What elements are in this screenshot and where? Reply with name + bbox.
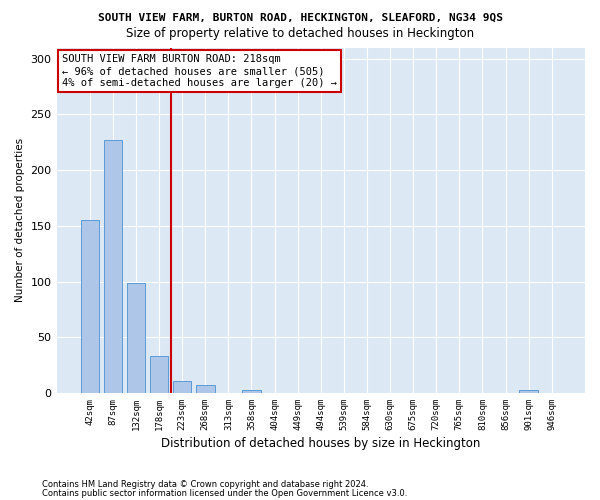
Text: Contains public sector information licensed under the Open Government Licence v3: Contains public sector information licen… [42,488,407,498]
Text: Size of property relative to detached houses in Heckington: Size of property relative to detached ho… [126,28,474,40]
Bar [150,356,169,393]
Y-axis label: Number of detached properties: Number of detached properties [15,138,25,302]
Bar [196,385,215,393]
Bar [173,380,191,393]
Text: SOUTH VIEW FARM, BURTON ROAD, HECKINGTON, SLEAFORD, NG34 9QS: SOUTH VIEW FARM, BURTON ROAD, HECKINGTON… [97,12,503,22]
Bar [242,390,261,393]
Text: Contains HM Land Registry data © Crown copyright and database right 2024.: Contains HM Land Registry data © Crown c… [42,480,368,489]
Bar [104,140,122,393]
Bar [520,390,538,393]
Bar [127,282,145,393]
Text: SOUTH VIEW FARM BURTON ROAD: 218sqm
← 96% of detached houses are smaller (505)
4: SOUTH VIEW FARM BURTON ROAD: 218sqm ← 96… [62,54,337,88]
Bar [80,220,99,393]
X-axis label: Distribution of detached houses by size in Heckington: Distribution of detached houses by size … [161,437,481,450]
